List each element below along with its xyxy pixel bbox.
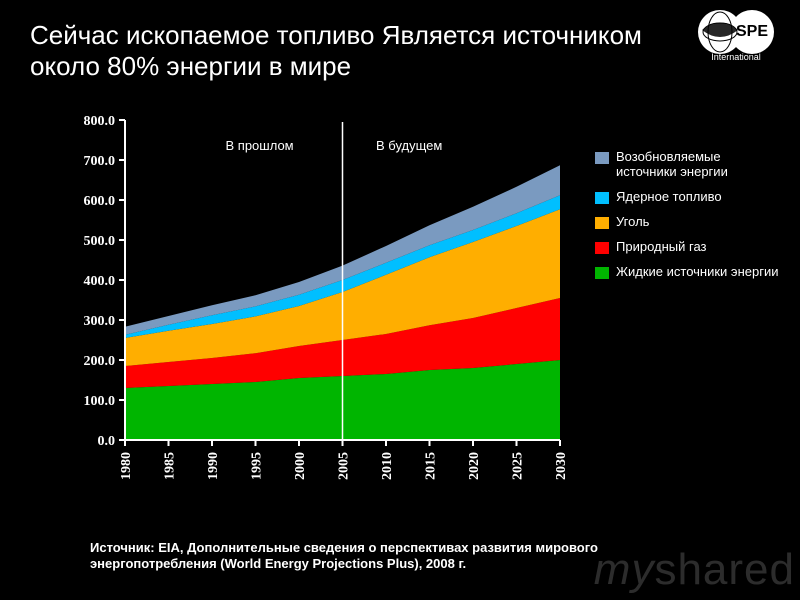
legend-item-gas: Природный газ <box>595 240 780 255</box>
legend-label: Возобновляемые источники энергии <box>616 150 780 180</box>
ytick-label: 600.0 <box>84 194 116 209</box>
ytick-label: 400.0 <box>84 274 116 289</box>
legend-swatch <box>595 267 609 279</box>
xtick-label: 1995 <box>250 452 265 480</box>
xtick-label: 1990 <box>206 452 221 480</box>
legend-label: Жидкие источники энергии <box>616 265 780 280</box>
logo-sub: International <box>711 52 761 62</box>
xtick-label: 2010 <box>380 452 395 480</box>
legend-swatch <box>595 152 609 164</box>
page-title: Сейчас ископаемое топливо Является источ… <box>30 20 680 82</box>
xtick-label: 2005 <box>337 452 352 480</box>
legend-label: Природный газ <box>616 240 780 255</box>
annotation-future: В будущем <box>376 138 442 153</box>
ytick-label: 200.0 <box>84 354 116 369</box>
spe-logo: SPE International <box>690 8 785 63</box>
watermark: myshared <box>594 545 795 595</box>
chart-legend: Возобновляемые источники энергии Ядерное … <box>595 150 780 290</box>
ytick-label: 100.0 <box>84 394 116 409</box>
logo-text: SPE <box>736 23 768 40</box>
xtick-label: 2000 <box>293 452 308 480</box>
annotation-past: В прошлом <box>226 138 294 153</box>
xtick-label: 2020 <box>467 452 482 480</box>
legend-swatch <box>595 217 609 229</box>
source-citation: Источник: EIA, Дополнительные сведения о… <box>90 540 670 573</box>
xtick-label: 2025 <box>511 452 526 480</box>
legend-item-liquid: Жидкие источники энергии <box>595 265 780 280</box>
legend-swatch <box>595 192 609 204</box>
ytick-label: 300.0 <box>84 314 116 329</box>
xtick-label: 2015 <box>424 452 439 480</box>
legend-label: Уголь <box>616 215 780 230</box>
legend-item-renewable: Возобновляемые источники энергии <box>595 150 780 180</box>
legend-swatch <box>595 242 609 254</box>
ytick-label: 0.0 <box>98 434 116 449</box>
ytick-label: 500.0 <box>84 234 116 249</box>
legend-label: Ядерное топливо <box>616 190 780 205</box>
xtick-label: 1980 <box>119 452 134 480</box>
legend-item-nuclear: Ядерное топливо <box>595 190 780 205</box>
xtick-label: 2030 <box>554 452 569 480</box>
xtick-label: 1985 <box>163 452 178 480</box>
legend-item-coal: Уголь <box>595 215 780 230</box>
ytick-label: 800.0 <box>84 114 116 129</box>
ytick-label: 700.0 <box>84 154 116 169</box>
